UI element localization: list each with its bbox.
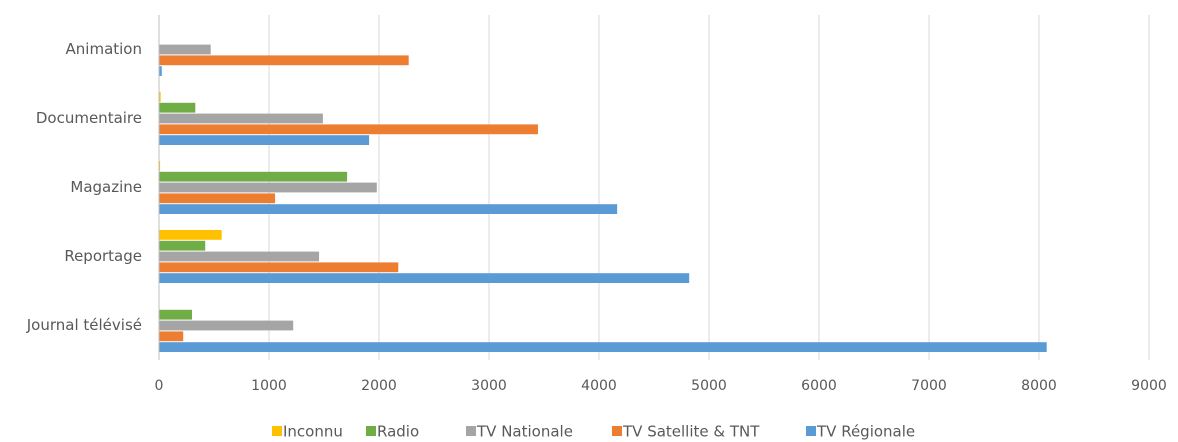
bar — [159, 66, 162, 76]
x-tick-label: 0 — [155, 378, 164, 394]
bar — [159, 230, 222, 240]
bar — [159, 135, 370, 145]
bar — [159, 102, 196, 113]
legend-label: TV Satellite & TNT — [622, 423, 760, 441]
x-tick-label: 9000 — [1131, 378, 1167, 394]
y-tick-label: Magazine — [70, 178, 142, 196]
legend-swatch — [612, 426, 622, 436]
y-tick-label: Animation — [66, 40, 142, 58]
x-tick-label: 1000 — [251, 378, 287, 394]
bar — [159, 113, 323, 124]
legend-label: TV Régionale — [816, 423, 915, 441]
legend-label: Inconnu — [283, 423, 343, 441]
legend-swatch — [272, 426, 282, 436]
bar — [159, 44, 211, 55]
legend-swatch — [806, 426, 816, 436]
bar — [159, 320, 294, 331]
legend-label: Radio — [377, 423, 419, 441]
bar — [159, 251, 320, 262]
y-tick-label: Documentaire — [36, 109, 142, 127]
bar — [159, 182, 377, 193]
bar — [159, 342, 1047, 352]
bar — [159, 92, 161, 102]
x-tick-label: 6000 — [801, 378, 837, 394]
bar — [159, 204, 618, 214]
bar — [159, 55, 409, 66]
x-tick-label: 3000 — [471, 378, 507, 394]
x-tick-label: 2000 — [361, 378, 397, 394]
bar — [159, 273, 690, 283]
legend-swatch — [466, 426, 476, 436]
bar — [159, 331, 184, 342]
bar — [159, 193, 276, 204]
x-tick-label: 5000 — [691, 378, 727, 394]
bar — [159, 309, 192, 320]
bar — [159, 161, 161, 171]
bar — [159, 171, 348, 182]
legend-swatch — [366, 426, 376, 436]
x-tick-label: 7000 — [911, 378, 947, 394]
bar — [159, 262, 399, 273]
y-tick-label: Journal télévisé — [26, 316, 142, 334]
bar — [159, 240, 206, 251]
x-tick-label: 8000 — [1021, 378, 1057, 394]
y-tick-label: Reportage — [64, 247, 142, 265]
x-tick-label: 4000 — [581, 378, 617, 394]
bar — [159, 124, 538, 135]
legend-label: TV Nationale — [476, 423, 573, 441]
